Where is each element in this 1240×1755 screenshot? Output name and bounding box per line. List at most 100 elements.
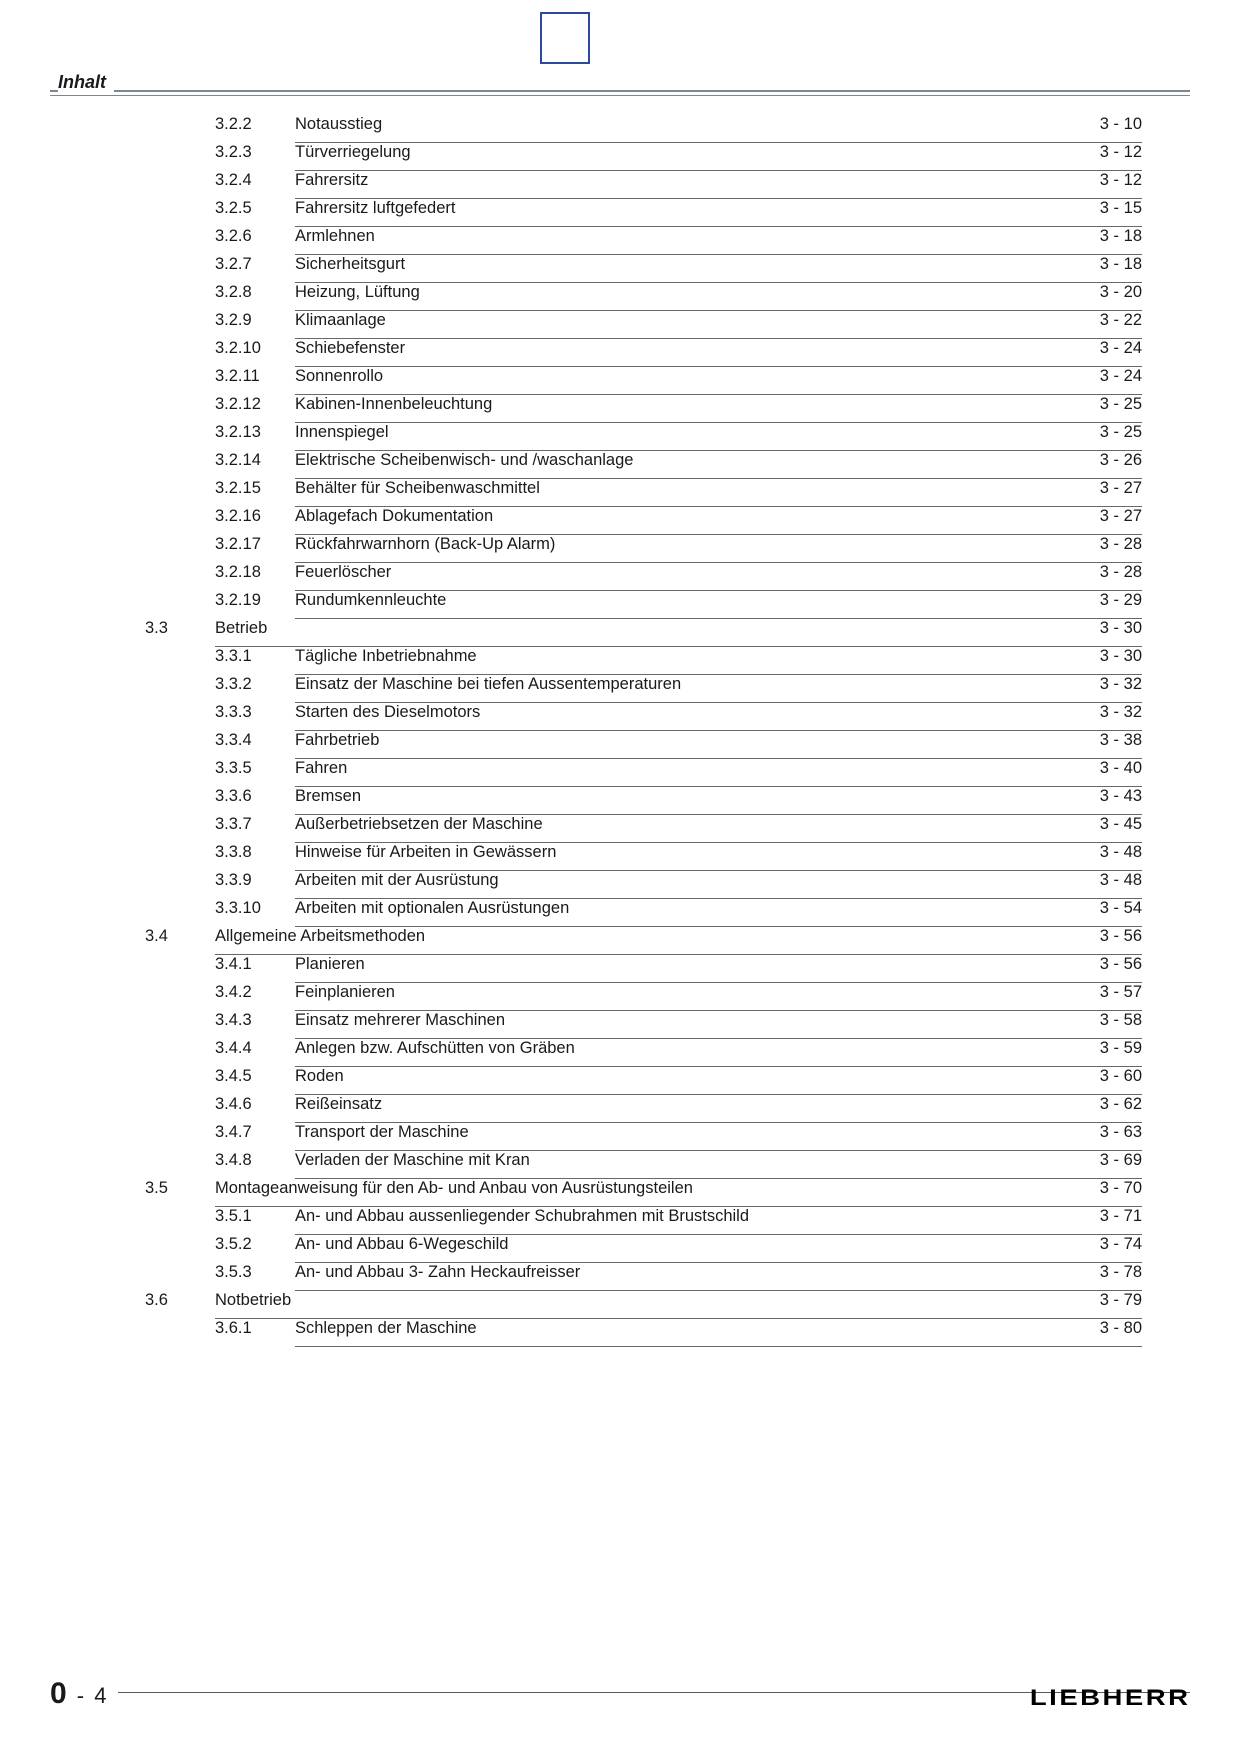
- toc-entry-page: 3 - 12: [1072, 143, 1142, 162]
- toc-section-number: 3.4: [145, 927, 215, 946]
- toc-entry-title: Notbetrieb: [215, 1291, 1072, 1310]
- toc-entry-page: 3 - 10: [1072, 115, 1142, 134]
- toc-subsection-number: 3.2.8: [215, 283, 295, 302]
- toc-entry-title: An- und Abbau aussenliegender Schubrahme…: [295, 1207, 1072, 1226]
- toc-entry-title: Arbeiten mit der Ausrüstung: [295, 871, 1072, 890]
- toc-entry-title: Innenspiegel: [295, 423, 1072, 442]
- toc-entry-page: 3 - 18: [1072, 227, 1142, 246]
- header-rule-top: [50, 90, 1190, 92]
- toc-entry-title: Fahren: [295, 759, 1072, 778]
- toc-entry-title: Fahrersitz: [295, 171, 1072, 190]
- toc-entry-title: Fahrbetrieb: [295, 731, 1072, 750]
- toc-entry-page: 3 - 79: [1072, 1291, 1142, 1310]
- toc-entry-title: Schiebefenster: [295, 339, 1072, 358]
- toc-entry-title: Einsatz mehrerer Maschinen: [295, 1011, 1072, 1030]
- toc-entry-page: 3 - 30: [1072, 619, 1142, 638]
- toc-entry-title: Heizung, Lüftung: [295, 283, 1072, 302]
- toc-subsection-number: 3.3.4: [215, 731, 295, 750]
- toc-entry-page: 3 - 54: [1072, 899, 1142, 918]
- toc-entry-page: 3 - 32: [1072, 703, 1142, 722]
- toc-entry-page: 3 - 78: [1072, 1263, 1142, 1282]
- toc-row-underline: [295, 1346, 1142, 1347]
- toc-entry-page: 3 - 56: [1072, 955, 1142, 974]
- toc-section-number: 3.5: [145, 1179, 215, 1198]
- toc-entry-page: 3 - 48: [1072, 871, 1142, 890]
- toc-subsection-number: 3.2.17: [215, 535, 295, 554]
- toc-entry-page: 3 - 38: [1072, 731, 1142, 750]
- toc-entry-title: Tägliche Inbetriebnahme: [295, 647, 1072, 666]
- footer-page-chapter: 0: [50, 1677, 67, 1710]
- toc-subsection-number: 3.5.2: [215, 1235, 295, 1254]
- toc-entry-page: 3 - 59: [1072, 1039, 1142, 1058]
- toc-entry-page: 3 - 48: [1072, 843, 1142, 862]
- toc-subsection-number: 3.5.3: [215, 1263, 295, 1282]
- toc-entry-page: 3 - 71: [1072, 1207, 1142, 1226]
- toc-entry-page: 3 - 15: [1072, 199, 1142, 218]
- toc-entry-page: 3 - 27: [1072, 507, 1142, 526]
- toc-subsection-number: 3.2.5: [215, 199, 295, 218]
- toc-entry-page: 3 - 20: [1072, 283, 1142, 302]
- toc-subsection-number: 3.3.1: [215, 647, 295, 666]
- toc-entry-page: 3 - 69: [1072, 1151, 1142, 1170]
- toc-subsection-number: 3.2.11: [215, 367, 295, 386]
- toc-entry-title: Verladen der Maschine mit Kran: [295, 1151, 1072, 1170]
- page: Inhalt 3.2.2Notausstieg3 - 103.2.3Türver…: [0, 0, 1240, 1755]
- toc-entry-page: 3 - 29: [1072, 591, 1142, 610]
- toc-entry-page: 3 - 25: [1072, 395, 1142, 414]
- toc-subsection-number: 3.3.2: [215, 675, 295, 694]
- footer-logo: LIEBHERR: [1029, 1685, 1190, 1711]
- toc-subsection-number: 3.4.3: [215, 1011, 295, 1030]
- toc-subsection-number: 3.2.13: [215, 423, 295, 442]
- toc-section-number: 3.6: [145, 1291, 215, 1310]
- header-section-title: Inhalt: [58, 72, 114, 93]
- toc-entry-title: Starten des Dieselmotors: [295, 703, 1072, 722]
- header-rule-bottom: [50, 95, 1190, 96]
- toc-subsection-number: 3.3.7: [215, 815, 295, 834]
- toc-entry-page: 3 - 63: [1072, 1123, 1142, 1142]
- toc-entry-page: 3 - 30: [1072, 647, 1142, 666]
- toc-entry-page: 3 - 27: [1072, 479, 1142, 498]
- toc-entry-page: 3 - 43: [1072, 787, 1142, 806]
- toc-subsection-number: 3.2.3: [215, 143, 295, 162]
- toc-entry-title: Betrieb: [215, 619, 1072, 638]
- toc-entry-page: 3 - 24: [1072, 339, 1142, 358]
- toc-entry-title: Rundumkennleuchte: [295, 591, 1072, 610]
- toc-subsection-number: 3.4.4: [215, 1039, 295, 1058]
- toc-entry-title: Planieren: [295, 955, 1072, 974]
- toc-entry-title: Türverriegelung: [295, 143, 1072, 162]
- toc-subsection-number: 3.6.1: [215, 1319, 295, 1338]
- toc-subsection-number: 3.4.5: [215, 1067, 295, 1086]
- toc-entry-page: 3 - 25: [1072, 423, 1142, 442]
- header-logo-box: [540, 12, 590, 64]
- toc-subsection-number: 3.4.6: [215, 1095, 295, 1114]
- toc-subsection-number: 3.2.18: [215, 563, 295, 582]
- toc-subsection-number: 3.3.5: [215, 759, 295, 778]
- toc-entry-title: Reißeinsatz: [295, 1095, 1072, 1114]
- toc-entry-page: 3 - 62: [1072, 1095, 1142, 1114]
- toc-entry-page: 3 - 74: [1072, 1235, 1142, 1254]
- toc-entry-page: 3 - 18: [1072, 255, 1142, 274]
- toc-subsection-number: 3.2.4: [215, 171, 295, 190]
- toc-subsection-number: 3.2.16: [215, 507, 295, 526]
- toc-subsection-number: 3.2.19: [215, 591, 295, 610]
- toc-subsection-number: 3.2.12: [215, 395, 295, 414]
- toc-entry-title: Bremsen: [295, 787, 1072, 806]
- footer-page-sep: -: [67, 1683, 95, 1708]
- toc-subsection-number: 3.2.14: [215, 451, 295, 470]
- toc-entry-title: Armlehnen: [295, 227, 1072, 246]
- toc-entry-title: Außerbetriebsetzen der Maschine: [295, 815, 1072, 834]
- toc-entry-title: Schleppen der Maschine: [295, 1319, 1072, 1338]
- toc-entry-page: 3 - 56: [1072, 927, 1142, 946]
- toc-subsection-number: 3.5.1: [215, 1207, 295, 1226]
- toc-entry-title: Klimaanlage: [295, 311, 1072, 330]
- toc-entry-page: 3 - 24: [1072, 367, 1142, 386]
- toc-subsection-number: 3.3.10: [215, 899, 295, 918]
- toc-entry-title: Feuerlöscher: [295, 563, 1072, 582]
- toc-entry-page: 3 - 58: [1072, 1011, 1142, 1030]
- toc-entry-page: 3 - 60: [1072, 1067, 1142, 1086]
- toc-entry-title: An- und Abbau 3- Zahn Heckaufreisser: [295, 1263, 1072, 1282]
- toc-entry-title: Arbeiten mit optionalen Ausrüstungen: [295, 899, 1072, 918]
- header-rule: [50, 90, 1190, 96]
- toc-entry-page: 3 - 70: [1072, 1179, 1142, 1198]
- toc-entry-title: Ablagefach Dokumentation: [295, 507, 1072, 526]
